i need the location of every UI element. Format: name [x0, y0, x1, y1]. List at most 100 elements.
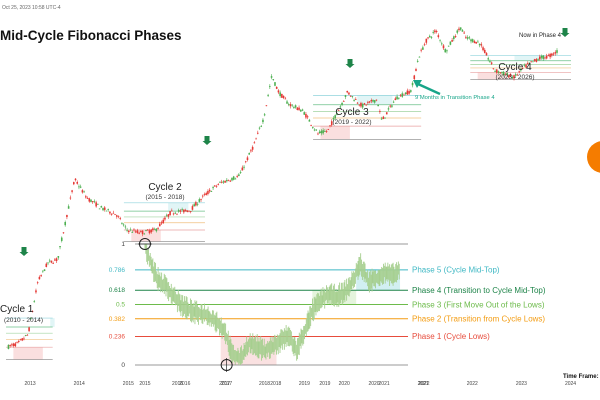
price-candle — [370, 100, 373, 102]
price-candle — [256, 132, 259, 134]
price-candle — [337, 110, 340, 111]
price-candle — [305, 113, 307, 118]
price-candle — [79, 186, 82, 188]
price-candle — [477, 41, 479, 43]
price-candle — [270, 76, 273, 78]
price-candle — [66, 214, 68, 218]
x-tick-label: 2019 — [319, 381, 330, 387]
price-candle — [310, 124, 312, 126]
price-candle — [293, 107, 295, 108]
price-candle — [47, 262, 49, 264]
price-candle — [229, 180, 232, 182]
price-candle — [294, 105, 297, 108]
price-candle — [43, 269, 46, 271]
price-candle — [52, 262, 54, 264]
price-candle — [117, 216, 120, 218]
price-candle — [124, 226, 127, 228]
price-candle — [392, 101, 395, 103]
price-candle — [372, 100, 374, 102]
price-candle — [502, 71, 505, 76]
price-candle — [23, 338, 25, 340]
phase-label: Phase 3 (First Move Out of the Lows) — [412, 300, 545, 309]
price-candle — [308, 119, 311, 122]
price-candle — [334, 115, 336, 119]
price-candle — [122, 224, 125, 226]
price-candle — [489, 61, 491, 62]
price-candle — [64, 222, 67, 226]
price-candle — [408, 91, 410, 94]
down-arrow-icon — [19, 247, 29, 256]
price-candle — [114, 214, 116, 216]
cycle-years: (2010 - 2014) — [4, 317, 43, 324]
price-candle — [148, 230, 151, 234]
price-candle — [399, 94, 402, 96]
price-candle — [21, 338, 24, 341]
price-candle — [189, 211, 192, 212]
price-candle — [133, 229, 135, 231]
price-candle — [35, 290, 37, 293]
price-candle — [150, 229, 152, 233]
cycle-low-zone-1 — [13, 347, 43, 360]
price-candle — [232, 176, 235, 180]
price-candle — [496, 69, 498, 73]
price-candle — [109, 211, 111, 214]
price-candle — [7, 344, 10, 349]
price-candle — [483, 49, 486, 54]
price-candle — [330, 121, 333, 126]
price-candle — [73, 182, 75, 185]
price-candle — [492, 68, 495, 70]
price-candle — [160, 222, 163, 224]
price-candle — [451, 40, 453, 42]
price-candle — [17, 340, 20, 342]
price-candle — [418, 56, 421, 58]
price-candle — [275, 86, 278, 89]
price-candle — [97, 203, 99, 205]
x-tick-label: 2013 — [25, 381, 36, 387]
price-candle — [222, 181, 225, 183]
down-arrow-icon — [345, 59, 355, 68]
price-candle — [341, 103, 343, 105]
price-candle — [88, 198, 91, 202]
price-candle — [179, 210, 182, 212]
price-candle — [50, 260, 53, 263]
price-candle — [286, 101, 288, 104]
price-candle — [389, 105, 391, 107]
cycle-mid-zone-4 — [514, 55, 546, 61]
inset-x-axis: 2015 2016 2017 2018 2019 2020 2021 2022 — [139, 381, 429, 387]
price-candle — [54, 259, 56, 261]
price-candle — [299, 110, 302, 112]
upper-labels: Cycle 1 (2010 - 2014) Cycle 2(2015 - 2018)… — [0, 28, 570, 324]
price-candle — [33, 301, 36, 303]
price-candle — [556, 50, 558, 53]
x-tick-label: 2014 — [74, 381, 85, 387]
price-candle — [324, 131, 326, 132]
price-candle — [501, 71, 503, 73]
price-candle — [466, 37, 469, 39]
inset-x-tick-label: 2020 — [339, 381, 350, 387]
price-candle — [282, 95, 285, 99]
upper-price-series — [7, 26, 558, 350]
price-candle — [167, 214, 170, 217]
price-candle — [31, 311, 34, 312]
price-candle — [183, 209, 185, 213]
price-candle — [169, 211, 171, 216]
price-candle — [513, 75, 515, 79]
price-candle — [463, 32, 465, 34]
price-candle — [342, 100, 345, 102]
price-candle — [458, 28, 460, 31]
price-candle — [356, 102, 359, 104]
price-candle — [518, 71, 520, 73]
price-candle — [226, 179, 228, 182]
price-candle — [134, 231, 137, 233]
y-tick-label: 0.618 — [109, 287, 126, 294]
price-candle — [430, 36, 433, 38]
price-candle — [358, 104, 361, 106]
price-candle — [480, 44, 483, 46]
price-candle — [164, 217, 166, 220]
price-candle — [289, 104, 292, 107]
price-candle — [317, 133, 319, 135]
price-candle — [471, 39, 474, 42]
cycle-low-zone-2 — [131, 229, 161, 242]
price-candle — [279, 92, 281, 97]
price-candle — [291, 104, 293, 106]
